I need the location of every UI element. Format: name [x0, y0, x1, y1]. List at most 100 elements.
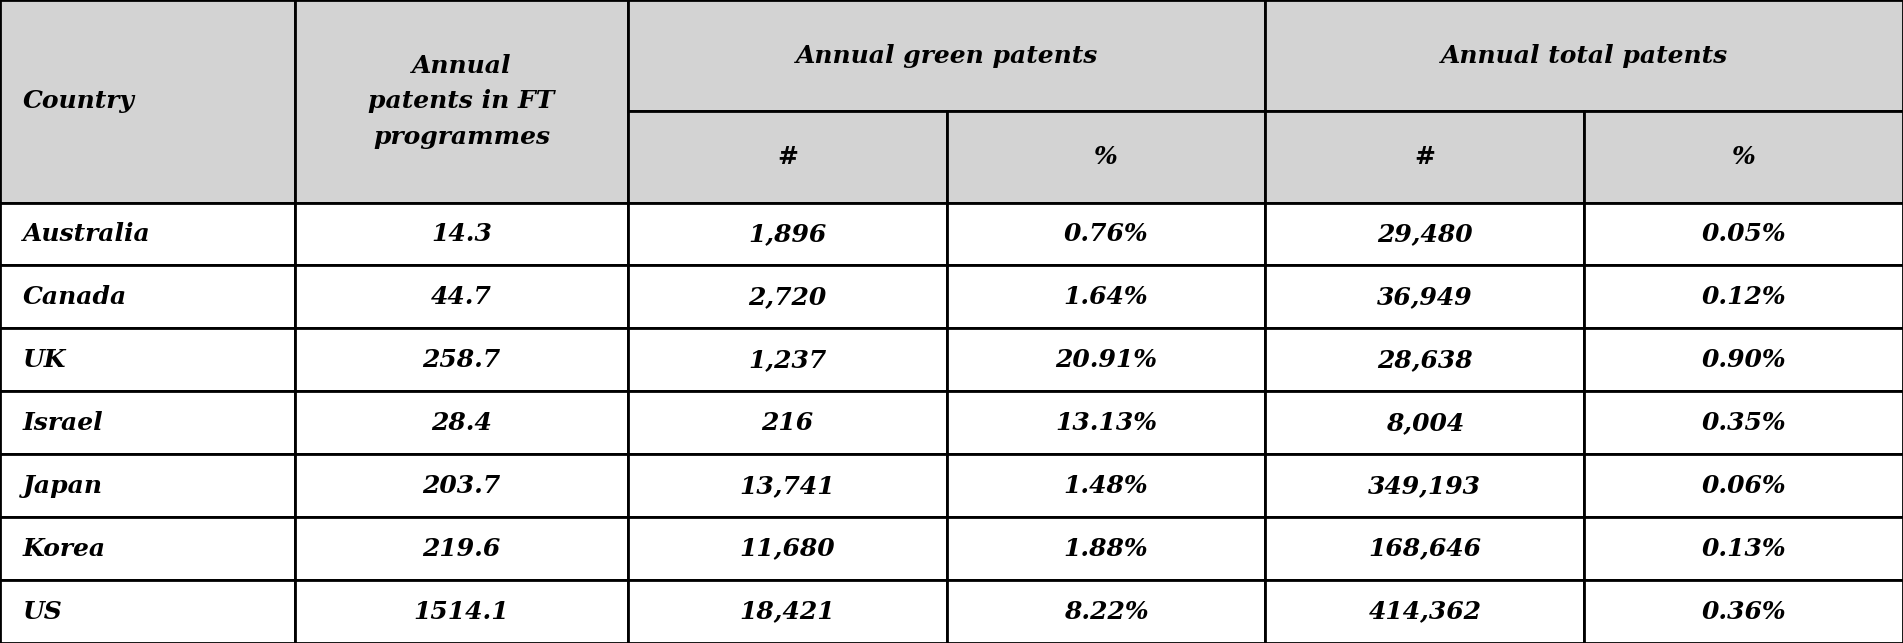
Text: 1,237: 1,237 — [748, 348, 826, 372]
Text: 1.64%: 1.64% — [1064, 285, 1148, 309]
Text: 0.05%: 0.05% — [1701, 222, 1785, 246]
Bar — [0, 454, 295, 517]
Bar — [295, 266, 628, 329]
Bar — [1583, 454, 1903, 517]
Text: Canada: Canada — [23, 285, 128, 309]
Bar — [946, 111, 1265, 203]
Text: 0.13%: 0.13% — [1701, 537, 1785, 561]
Text: 0.76%: 0.76% — [1064, 222, 1148, 246]
Text: Israel: Israel — [23, 411, 103, 435]
Text: #: # — [1414, 145, 1435, 169]
Text: 14.3: 14.3 — [432, 222, 491, 246]
Bar — [628, 517, 946, 580]
Text: 219.6: 219.6 — [422, 537, 500, 561]
Bar — [295, 580, 628, 643]
Text: 18,421: 18,421 — [740, 599, 835, 624]
Text: Australia: Australia — [23, 222, 150, 246]
Bar — [0, 0, 295, 203]
Text: Country: Country — [23, 89, 135, 113]
Text: 1,896: 1,896 — [748, 222, 826, 246]
Text: 168,646: 168,646 — [1368, 537, 1481, 561]
Text: 8,004: 8,004 — [1385, 411, 1463, 435]
Bar — [628, 329, 946, 392]
Text: 29,480: 29,480 — [1378, 222, 1473, 246]
Bar — [1265, 454, 1583, 517]
Text: 13,741: 13,741 — [740, 474, 835, 498]
Bar — [1265, 111, 1583, 203]
Bar — [946, 517, 1265, 580]
Bar — [628, 0, 1265, 111]
Bar — [295, 454, 628, 517]
Bar — [946, 329, 1265, 392]
Bar — [0, 329, 295, 392]
Text: 8.22%: 8.22% — [1064, 599, 1148, 624]
Bar — [1583, 203, 1903, 266]
Bar — [0, 580, 295, 643]
Text: 0.35%: 0.35% — [1701, 411, 1785, 435]
Bar — [295, 0, 628, 203]
Bar — [1583, 329, 1903, 392]
Bar — [0, 266, 295, 329]
Bar — [0, 517, 295, 580]
Text: 13.13%: 13.13% — [1054, 411, 1157, 435]
Text: Korea: Korea — [23, 537, 107, 561]
Bar — [628, 454, 946, 517]
Bar — [1265, 392, 1583, 454]
Bar — [1583, 517, 1903, 580]
Bar — [1583, 111, 1903, 203]
Text: %: % — [1732, 145, 1755, 169]
Bar — [1583, 392, 1903, 454]
Bar — [628, 580, 946, 643]
Bar — [946, 454, 1265, 517]
Text: 0.36%: 0.36% — [1701, 599, 1785, 624]
Text: 2,720: 2,720 — [748, 285, 826, 309]
Text: 349,193: 349,193 — [1368, 474, 1481, 498]
Text: UK: UK — [23, 348, 67, 372]
Bar — [295, 203, 628, 266]
Text: 1.88%: 1.88% — [1064, 537, 1148, 561]
Text: 203.7: 203.7 — [422, 474, 500, 498]
Text: 1.48%: 1.48% — [1064, 474, 1148, 498]
Bar — [0, 0, 1903, 203]
Bar — [295, 392, 628, 454]
Text: 11,680: 11,680 — [740, 537, 835, 561]
Bar — [1265, 517, 1583, 580]
Text: 258.7: 258.7 — [422, 348, 500, 372]
Text: 414,362: 414,362 — [1368, 599, 1481, 624]
Text: %: % — [1094, 145, 1117, 169]
Text: US: US — [23, 599, 63, 624]
Bar — [295, 517, 628, 580]
Bar — [0, 203, 295, 266]
Text: 1514.1: 1514.1 — [413, 599, 510, 624]
Bar — [1265, 203, 1583, 266]
Text: Annual
patents in FT
programmes: Annual patents in FT programmes — [369, 54, 554, 149]
Text: Japan: Japan — [23, 474, 103, 498]
Text: Annual total patents: Annual total patents — [1441, 44, 1728, 68]
Bar — [946, 580, 1265, 643]
Text: #: # — [776, 145, 797, 169]
Bar — [628, 203, 946, 266]
Text: 36,949: 36,949 — [1378, 285, 1473, 309]
Bar — [946, 392, 1265, 454]
Bar — [1265, 580, 1583, 643]
Bar — [946, 203, 1265, 266]
Bar — [1265, 329, 1583, 392]
Text: 0.12%: 0.12% — [1701, 285, 1785, 309]
Text: 28,638: 28,638 — [1378, 348, 1473, 372]
Bar — [628, 111, 946, 203]
Bar — [1583, 266, 1903, 329]
Bar — [628, 392, 946, 454]
Bar — [946, 266, 1265, 329]
Bar — [1265, 266, 1583, 329]
Text: 216: 216 — [761, 411, 813, 435]
Bar — [628, 266, 946, 329]
Text: Annual green patents: Annual green patents — [795, 44, 1098, 68]
Bar — [1583, 580, 1903, 643]
Text: 0.06%: 0.06% — [1701, 474, 1785, 498]
Text: 28.4: 28.4 — [432, 411, 491, 435]
Text: 20.91%: 20.91% — [1054, 348, 1157, 372]
Bar — [295, 329, 628, 392]
Bar — [0, 392, 295, 454]
Text: 44.7: 44.7 — [432, 285, 491, 309]
Bar — [1265, 0, 1903, 111]
